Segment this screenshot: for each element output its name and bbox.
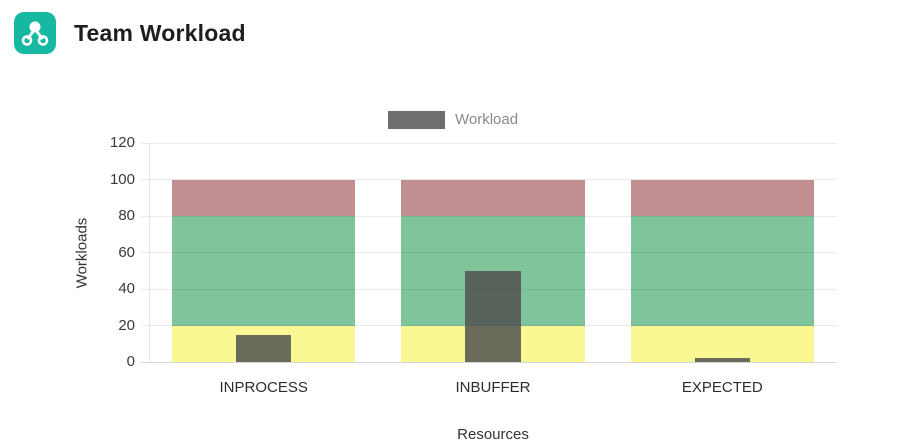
workload-bar-inprocess[interactable] bbox=[236, 334, 292, 362]
workload-bar-expected[interactable] bbox=[694, 358, 750, 362]
gridline-y-60 bbox=[141, 252, 837, 253]
x-tick-label-inbuffer: INBUFFER bbox=[455, 379, 531, 396]
gridline-y-100 bbox=[141, 179, 837, 180]
y-tick-label: 0 bbox=[126, 353, 135, 370]
gridline-y-120 bbox=[141, 142, 837, 144]
threshold-band bbox=[630, 216, 815, 326]
threshold-band bbox=[171, 216, 356, 326]
threshold-band bbox=[401, 179, 585, 216]
y-axis-line bbox=[149, 143, 150, 362]
x-tick-label-expected: EXPECTED bbox=[681, 379, 763, 396]
x-tick-label-inprocess: INPROCESS bbox=[219, 379, 308, 396]
y-tick-label: 100 bbox=[109, 170, 135, 188]
page-title: Team Workload bbox=[74, 19, 246, 46]
workflow-icon-svg bbox=[14, 12, 56, 54]
y-tick-label: 20 bbox=[118, 316, 135, 334]
legend-swatch bbox=[388, 111, 445, 129]
x-axis-title: Resources bbox=[457, 426, 529, 443]
threshold-band bbox=[630, 325, 815, 362]
y-axis-title: Workloads bbox=[73, 217, 91, 289]
y-tick-label: 40 bbox=[118, 280, 135, 297]
threshold-band bbox=[171, 179, 356, 216]
page-header: Team Workload bbox=[14, 12, 246, 54]
y-tick-label: 80 bbox=[118, 207, 135, 224]
legend-label: Workload bbox=[455, 111, 519, 128]
workload-bar-inbuffer[interactable] bbox=[465, 270, 521, 362]
y-tick-label: 60 bbox=[118, 243, 135, 261]
gridline-y-0 bbox=[141, 361, 837, 363]
workflow-icon bbox=[14, 12, 56, 54]
legend-item-workload[interactable]: Workload bbox=[388, 111, 518, 129]
gridline-y-80 bbox=[141, 215, 837, 217]
y-tick-label: 120 bbox=[109, 134, 135, 151]
threshold-band bbox=[630, 179, 815, 216]
